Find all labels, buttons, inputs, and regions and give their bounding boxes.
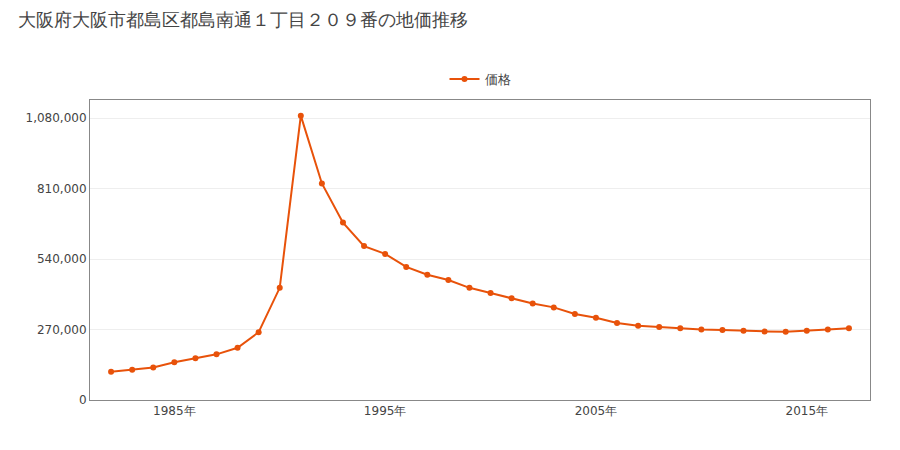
svg-text:1985年: 1985年 [153,404,196,418]
svg-text:540,000: 540,000 [37,252,87,266]
svg-text:2005年: 2005年 [575,404,618,418]
svg-text:大阪府大阪市都島区都島南通１丁目２０９番の地価推移: 大阪府大阪市都島区都島南通１丁目２０９番の地価推移 [18,9,468,30]
svg-text:270,000: 270,000 [37,323,87,337]
svg-text:0: 0 [79,393,87,407]
svg-text:1995年: 1995年 [364,404,407,418]
svg-text:810,000: 810,000 [37,182,87,196]
svg-text:2015年: 2015年 [785,404,828,418]
svg-text:1,080,000: 1,080,000 [26,111,87,125]
svg-text:価格: 価格 [485,72,511,87]
